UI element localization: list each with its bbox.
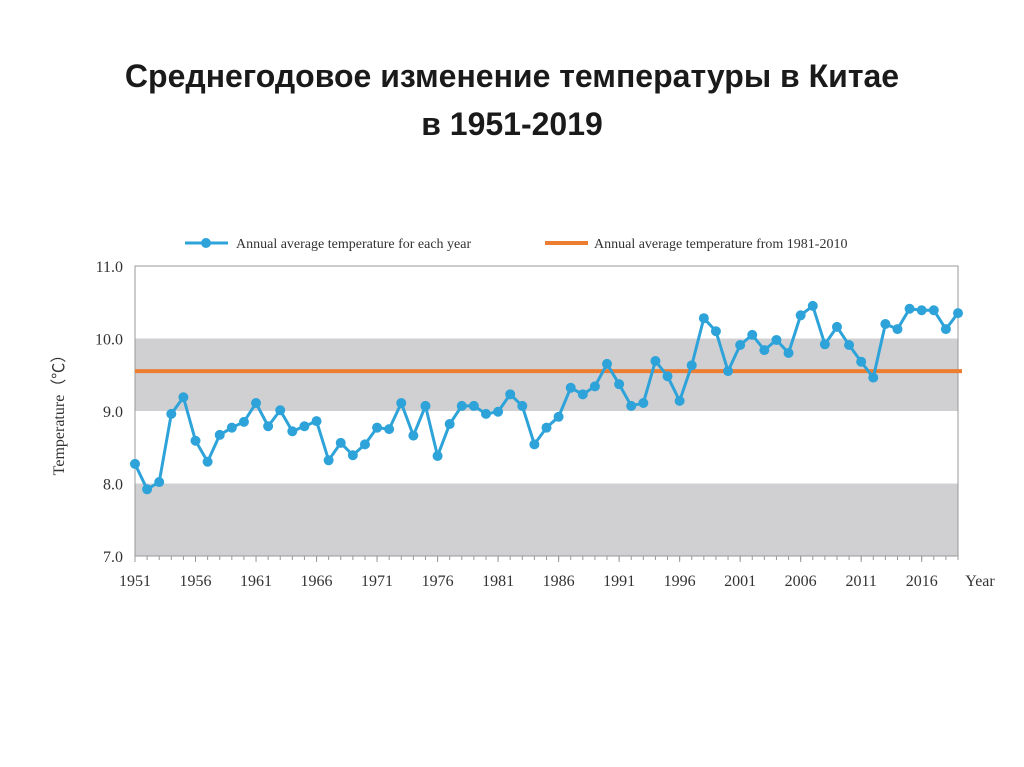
- data-point: [892, 324, 903, 335]
- data-point: [880, 319, 891, 329]
- data-point: [408, 430, 419, 441]
- y-tick-label: 8.0: [103, 477, 123, 494]
- data-point: [251, 398, 262, 409]
- x-tick-label: 2001: [724, 573, 756, 590]
- data-point: [589, 381, 600, 392]
- data-point: [831, 321, 842, 332]
- x-tick-label: 2006: [785, 573, 817, 590]
- data-point: [807, 300, 818, 311]
- data-point: [214, 429, 225, 440]
- data-point: [602, 358, 613, 369]
- data-point: [928, 305, 939, 316]
- data-point: [480, 408, 491, 419]
- data-point: [626, 400, 637, 411]
- x-tick-label: 1961: [240, 573, 272, 590]
- data-point: [553, 411, 564, 422]
- data-point: [154, 477, 165, 488]
- x-tick-label: 1976: [422, 573, 454, 590]
- x-tick-label: 1996: [664, 573, 696, 590]
- data-point: [505, 389, 516, 400]
- data-point: [190, 435, 201, 446]
- data-point: [444, 419, 455, 430]
- legend-label-annual: Annual average temperature for each year: [236, 237, 471, 252]
- data-point: [541, 422, 552, 433]
- data-point: [940, 324, 951, 335]
- data-point: [759, 345, 770, 356]
- data-point: [142, 484, 153, 495]
- data-point: [638, 398, 649, 409]
- data-point: [238, 416, 249, 427]
- legend-label-baseline: Annual average temperature from 1981-201…: [594, 237, 847, 252]
- data-point: [577, 389, 588, 400]
- data-point: [166, 408, 177, 419]
- x-tick-label: 1991: [603, 573, 635, 590]
- data-point: [662, 371, 673, 382]
- legend-marker-annual: [201, 238, 211, 248]
- data-point: [263, 421, 274, 432]
- x-tick-label: 2011: [845, 573, 876, 590]
- data-point: [359, 439, 370, 450]
- data-point: [747, 329, 758, 340]
- data-point: [130, 458, 140, 469]
- data-point: [650, 355, 661, 366]
- y-tick-label: 11.0: [96, 259, 123, 276]
- data-point: [771, 334, 782, 345]
- x-tick-label: 1971: [361, 573, 393, 590]
- data-point: [698, 313, 709, 324]
- data-point: [565, 382, 576, 393]
- x-tick-label: 1966: [301, 573, 333, 590]
- data-point: [456, 400, 467, 411]
- data-point: [614, 379, 625, 390]
- data-point: [783, 348, 794, 358]
- data-point: [674, 395, 685, 406]
- y-tick-label: 10.0: [95, 332, 123, 349]
- data-point: [710, 326, 721, 337]
- data-point: [953, 308, 963, 319]
- data-point: [735, 340, 746, 351]
- x-tick-label: 1986: [543, 573, 575, 590]
- title-line-2: в 1951-2019: [421, 106, 603, 142]
- data-point: [372, 422, 383, 433]
- data-point: [517, 400, 528, 411]
- data-point: [226, 422, 237, 433]
- data-point: [868, 372, 879, 383]
- data-point: [819, 339, 830, 350]
- data-point: [202, 456, 213, 467]
- data-point: [468, 400, 479, 411]
- data-point: [686, 360, 697, 371]
- x-tick-label: 1981: [482, 573, 514, 590]
- data-point: [311, 416, 322, 427]
- y-tick-label: 9.0: [103, 404, 123, 421]
- data-point: [347, 450, 358, 461]
- data-point: [856, 356, 867, 367]
- shaded-band: [135, 338, 958, 411]
- data-point: [904, 303, 915, 314]
- data-point: [178, 392, 189, 403]
- data-point: [529, 439, 540, 450]
- data-point: [299, 421, 310, 432]
- title-line-1: Среднегодовое изменение температуры в Ки…: [124, 58, 900, 94]
- x-axis-label: Year: [965, 573, 995, 590]
- data-point: [384, 424, 395, 435]
- shaded-band: [135, 483, 958, 556]
- data-point: [335, 437, 346, 448]
- data-point: [420, 400, 431, 411]
- data-point: [275, 405, 286, 416]
- x-tick-label: 1951: [119, 573, 151, 590]
- data-point: [323, 455, 334, 466]
- y-tick-label: 7.0: [103, 549, 123, 566]
- data-point: [396, 398, 407, 409]
- x-tick-label: 2016: [906, 573, 938, 590]
- y-axis-label: Temperature（℃）: [50, 347, 68, 476]
- data-point: [916, 305, 927, 316]
- data-point: [723, 366, 734, 377]
- x-tick-label: 1956: [180, 573, 212, 590]
- data-point: [493, 406, 504, 417]
- data-point: [432, 450, 443, 461]
- data-point: [844, 340, 855, 351]
- data-point: [287, 426, 298, 437]
- data-point: [795, 310, 806, 321]
- page-title: Среднегодовое изменение температуры в Ки…: [0, 52, 1024, 148]
